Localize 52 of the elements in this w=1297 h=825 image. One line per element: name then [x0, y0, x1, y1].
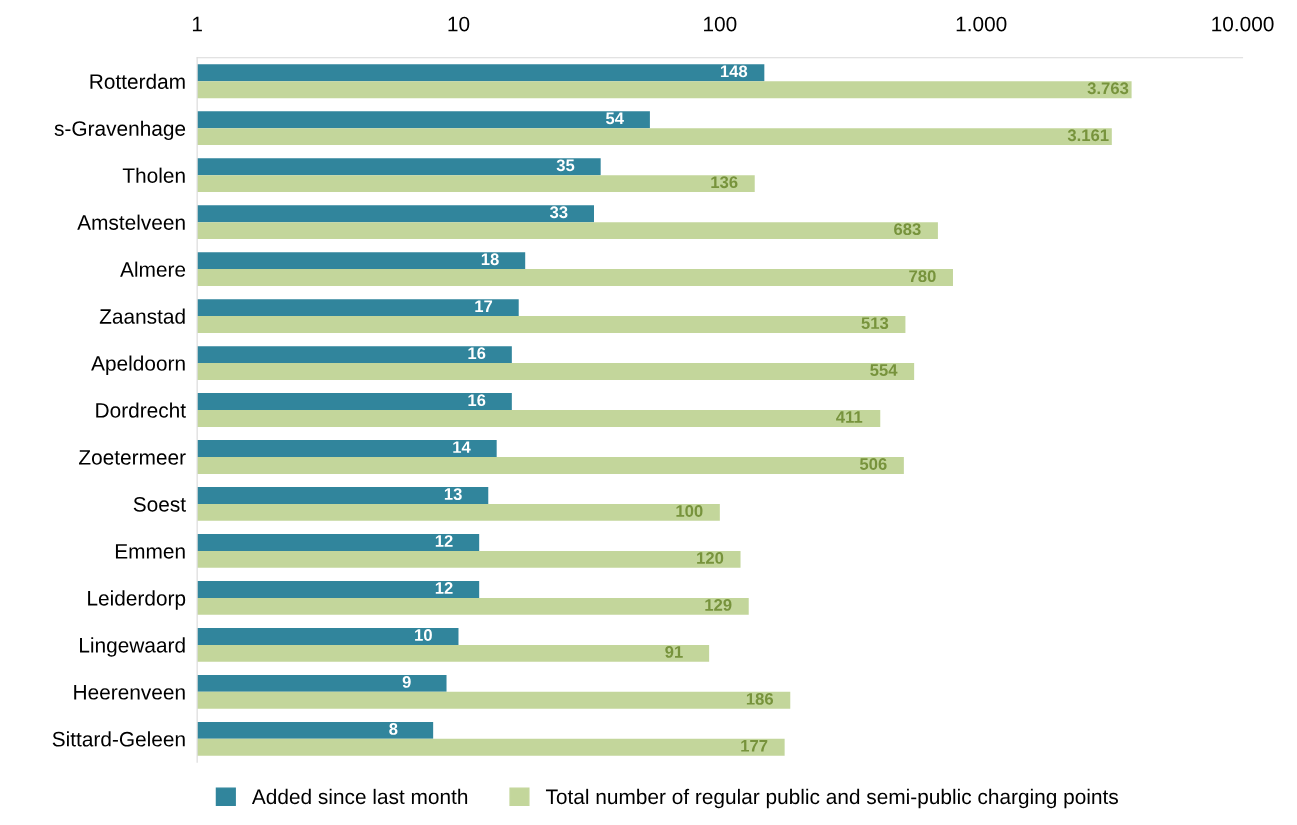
data-label: 35 — [556, 159, 575, 172]
data-label: 506 — [859, 458, 887, 470]
data-label: 12 — [435, 535, 453, 547]
legend-label: Total number of regular public and semi-public charging points — [545, 788, 1118, 809]
data-label: 8 — [389, 723, 398, 735]
y-tick-label: s-Gravenhage — [54, 120, 186, 141]
data-label: 9 — [402, 676, 411, 688]
x-tick-label: 10 — [448, 16, 470, 32]
x-tick-label: 10.000 — [1212, 16, 1274, 32]
data-label: 3.161 — [1067, 129, 1109, 142]
legend-label: Added since last month — [251, 788, 468, 805]
y-tick-label: Sittard-Geleen — [52, 731, 185, 747]
data-label: 91 — [665, 646, 683, 658]
data-label: 100 — [676, 505, 703, 517]
data-label: 12 — [435, 582, 453, 594]
y-tick-label: Almere — [120, 261, 186, 277]
x-tick-label: 1 — [192, 16, 202, 32]
data-label: 3.763 — [1087, 82, 1129, 95]
data-label: 16 — [468, 347, 486, 360]
y-tick-label: Apeldoorn — [91, 355, 185, 375]
data-label: 513 — [861, 317, 889, 330]
data-label: 13 — [444, 488, 462, 501]
data-label: 17 — [475, 300, 493, 312]
data-label: 148 — [720, 65, 748, 78]
y-tick-label: Rotterdam — [90, 73, 185, 89]
data-label: 683 — [894, 223, 921, 236]
y-tick-label: Soest — [133, 496, 186, 512]
x-tick-label: 1.000 — [956, 16, 1007, 32]
data-label: 411 — [836, 411, 863, 423]
y-tick-label: Tholen — [122, 167, 185, 183]
y-tick-label: Zaanstad — [99, 308, 185, 324]
y-tick-label: Dordrecht — [96, 402, 186, 418]
y-tick-label: Heerenveen — [74, 685, 185, 700]
data-label: 129 — [705, 599, 732, 611]
data-label: 136 — [711, 176, 738, 189]
x-tick-label: 100 — [704, 16, 737, 32]
data-label: 120 — [697, 552, 724, 564]
data-label: 186 — [746, 692, 774, 705]
y-tick-label: Lingewaard — [80, 637, 185, 657]
data-label: 10 — [415, 629, 432, 641]
data-label: 54 — [605, 112, 624, 125]
y-tick-label: Amstelveen — [77, 214, 185, 230]
y-tick-label: Zoetermeer — [79, 450, 186, 465]
data-label: 18 — [481, 253, 499, 266]
y-tick-label: Leiderdorp — [88, 590, 186, 610]
data-label: 14 — [453, 441, 471, 453]
data-label: 177 — [741, 740, 768, 752]
data-label: 554 — [870, 364, 898, 376]
data-label: 16 — [468, 394, 486, 407]
data-label: 33 — [549, 206, 568, 219]
data-label: 780 — [909, 270, 936, 283]
y-tick-label: Emmen — [115, 544, 185, 559]
